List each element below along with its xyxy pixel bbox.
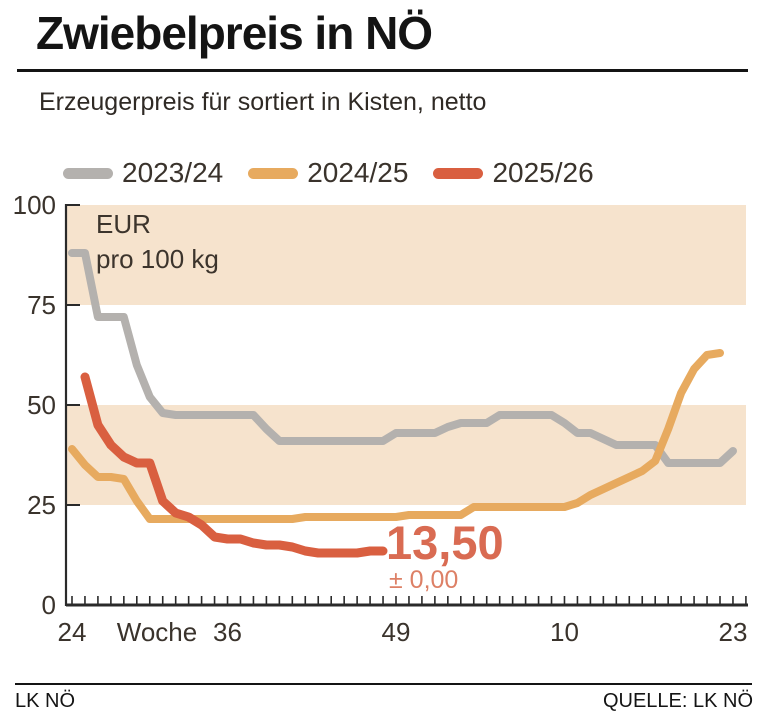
x-tick-label: 23 xyxy=(718,617,747,647)
current-price-value: 13,50 xyxy=(386,516,504,569)
y-tick-label: 25 xyxy=(27,490,56,520)
series-line-2025-26 xyxy=(80,372,388,558)
x-tick-label: 10 xyxy=(550,617,579,647)
plot-band xyxy=(67,205,746,305)
y-tick-label: 0 xyxy=(42,590,56,620)
page-title: Zwiebelpreis in NÖ xyxy=(36,7,433,59)
series-line-2023-24 xyxy=(68,249,737,467)
footer-source-right: QUELLE: LK NÖ xyxy=(602,690,753,712)
unit-label: EUR pro 100 kg xyxy=(96,207,219,277)
legend-label-2023-24: 2023/24 xyxy=(122,157,224,188)
legend-label-2025-26: 2025/26 xyxy=(492,157,594,188)
chart-subtitle: Erzeugerpreis für sortiert in Kisten, ne… xyxy=(39,88,487,116)
y-tick-label: 50 xyxy=(27,390,56,420)
x-tick-label: 24 xyxy=(58,617,87,647)
unit-label-line2: pro 100 kg xyxy=(96,244,219,274)
legend-swatch-2025-26-icon xyxy=(433,167,484,179)
legend-swatch-2024-25-icon xyxy=(248,167,299,179)
current-price-change: ± 0,00 xyxy=(389,566,459,594)
legend-item-2023-24: 2023/24 xyxy=(63,157,223,189)
x-axis-title: Woche xyxy=(117,617,197,647)
x-tick-label: 49 xyxy=(382,617,411,647)
legend-item-2025-26: 2025/26 xyxy=(433,157,594,189)
x-tick-label: 36 xyxy=(213,617,242,647)
footer-source-left: LK NÖ xyxy=(15,690,76,712)
legend-label-2024-25: 2024/25 xyxy=(307,157,409,188)
unit-label-line1: EUR xyxy=(96,209,151,239)
legend: 2023/24 2024/25 2025/26 xyxy=(63,157,594,189)
legend-item-2024-25: 2024/25 xyxy=(248,157,408,189)
legend-swatch-2023-24-icon xyxy=(63,167,113,179)
y-tick-label: 100 xyxy=(13,190,56,220)
plot-band xyxy=(67,405,746,505)
footer-rule xyxy=(15,683,752,685)
header-rule xyxy=(17,69,748,72)
y-tick-label: 75 xyxy=(27,290,56,320)
